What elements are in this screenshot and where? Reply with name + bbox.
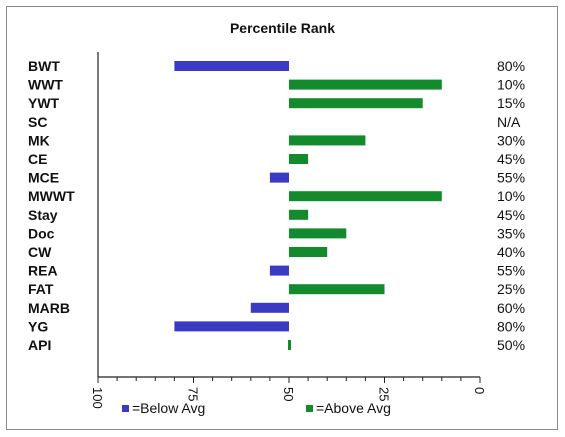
- category-label: API: [28, 337, 51, 353]
- percentile-label: 40%: [497, 244, 525, 260]
- bar-above-avg: [289, 247, 328, 257]
- percentile-label: 45%: [497, 207, 525, 223]
- bar-above-avg: [289, 191, 442, 202]
- bar-above-avg: [289, 154, 309, 164]
- percentile-label: 50%: [497, 337, 525, 353]
- bar-above-avg: [289, 284, 385, 295]
- category-label: FAT: [28, 281, 54, 297]
- category-label: WWT: [28, 77, 63, 93]
- category-label: MWWT: [28, 188, 75, 204]
- percentile-label: 55%: [497, 263, 525, 279]
- chart-title: Percentile Rank: [229, 20, 336, 36]
- category-label: REA: [28, 263, 58, 279]
- bar-below-avg: [174, 321, 289, 332]
- x-tick-label: 25: [377, 387, 392, 401]
- category-label: CW: [28, 244, 52, 260]
- percentile-label: 25%: [497, 281, 525, 297]
- bar-above-avg: [289, 98, 423, 109]
- category-label: YWT: [28, 95, 60, 111]
- legend-label-above: =Above Avg: [316, 400, 391, 416]
- category-label: Doc: [28, 225, 55, 241]
- x-tick-label: 50: [281, 387, 296, 401]
- percentile-label: 10%: [497, 77, 525, 93]
- x-tick-label: 75: [186, 387, 201, 401]
- percentile-label: 35%: [497, 225, 525, 241]
- x-tick-label: 100: [90, 387, 105, 409]
- category-label: Stay: [28, 207, 58, 223]
- bar-above-avg: [289, 209, 309, 220]
- bar-below-avg: [250, 302, 289, 313]
- percentile-label: 10%: [497, 188, 525, 204]
- bar-below-avg: [269, 265, 289, 276]
- percentile-label: 15%: [497, 95, 525, 111]
- percentile-label: 80%: [497, 318, 525, 334]
- percentile-label: 45%: [497, 151, 525, 167]
- percentile-label: 30%: [497, 132, 525, 148]
- category-label: CE: [28, 151, 47, 167]
- bar-above-avg: [289, 79, 442, 90]
- category-label: YG: [28, 318, 48, 334]
- category-label: BWT: [28, 58, 60, 74]
- x-tick-label: 0: [472, 387, 487, 394]
- percentile-label: 55%: [497, 170, 525, 186]
- legend-label-below: =Below Avg: [132, 400, 205, 416]
- percentile-label: 60%: [497, 300, 525, 316]
- bar-below-avg: [269, 172, 289, 183]
- category-label: MCE: [28, 170, 59, 186]
- bar-above-avg: [288, 340, 291, 350]
- percentile-label: N/A: [497, 114, 521, 130]
- percentile-label: 80%: [497, 58, 525, 74]
- category-label: MARB: [28, 300, 70, 316]
- bar-above-avg: [289, 228, 347, 239]
- legend-swatch-above: [306, 405, 313, 412]
- bar-above-avg: [289, 135, 366, 146]
- category-label: MK: [28, 132, 50, 148]
- category-label: SC: [28, 114, 47, 130]
- legend-swatch-below: [122, 405, 129, 412]
- bar-below-avg: [174, 61, 289, 71]
